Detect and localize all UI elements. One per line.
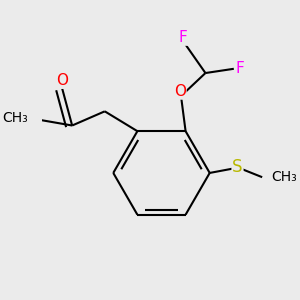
Text: CH₃: CH₃ — [2, 111, 28, 125]
Text: F: F — [236, 61, 244, 76]
Text: O: O — [56, 73, 68, 88]
Text: O: O — [174, 84, 186, 99]
Text: CH₃: CH₃ — [271, 170, 297, 184]
Text: F: F — [179, 30, 188, 45]
Text: S: S — [232, 158, 243, 176]
